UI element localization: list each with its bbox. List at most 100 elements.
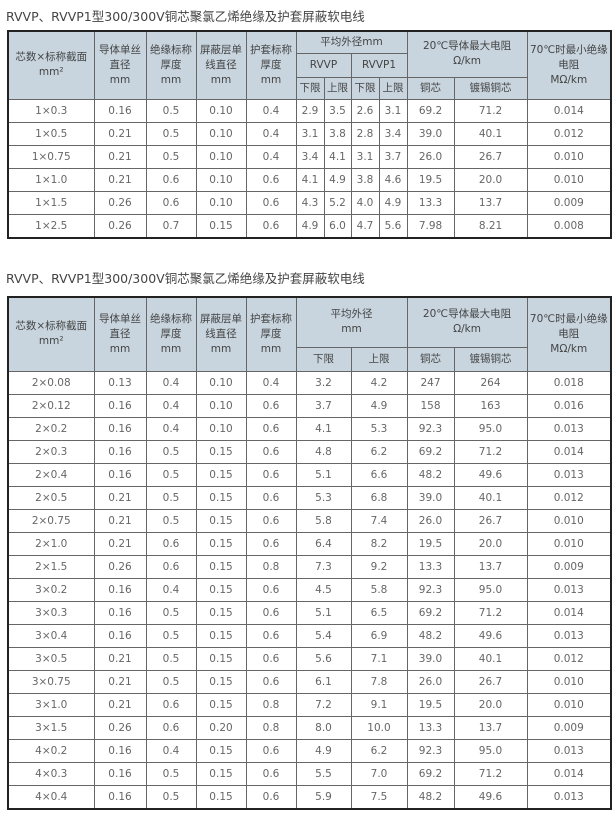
table-cell: 5.1 [295, 600, 352, 625]
table-cell: 0.6 [245, 393, 297, 418]
table-cell: 4.1 [295, 416, 352, 441]
table-cell: 158 [406, 393, 455, 418]
table1-title: RVVP、RVVP1型300/300V铜芯聚氯乙烯绝缘及护套屏蔽软电线 [6, 9, 365, 24]
table-cell: 2×0.3 [7, 439, 95, 464]
table-cell: 0.018 [526, 370, 612, 395]
table-cell: 1×2.5 [7, 213, 95, 238]
table-cell: 2×0.4 [7, 462, 95, 487]
table-cell: 0.4 [145, 370, 197, 395]
table-cell: 0.4 [145, 416, 197, 441]
table-cell: 0.16 [93, 577, 147, 602]
table-cell: 0.4 [145, 738, 197, 763]
table-cell: 264 [453, 370, 528, 395]
table-cell: 0.5 [145, 439, 197, 464]
table-cell: 7.2 [295, 692, 352, 717]
table-cell: 3×0.75 [7, 669, 95, 694]
table-cell: 2×0.75 [7, 508, 95, 533]
header-lower: 下限 [295, 76, 325, 100]
table-cell: 92.3 [406, 416, 455, 441]
table-cell: 6.4 [295, 531, 352, 556]
table-cell: 39.0 [406, 121, 455, 146]
table-row: 2×1.0 0.21 0.6 0.15 0.6 6.4 8.2 19.5 20.0 0.010 [7, 531, 612, 556]
header-sheath: 护套标称厚度 mm [245, 30, 297, 100]
table-cell: 0.013 [526, 416, 612, 441]
table-cell: 0.6 [145, 692, 197, 717]
header-core: 芯数×标称截面 mm² [7, 30, 95, 100]
table-cell: 3×0.5 [7, 646, 95, 671]
table-row: 2×0.75 0.21 0.5 0.15 0.6 5.8 7.4 26.0 26.7 0.010 [7, 508, 612, 533]
spec-table-1: 芯数×标称截面 mm² 导体单丝直径 mm 绝缘标称厚度 mm 屏蔽层单线直径 mm 护… [7, 30, 613, 239]
table-cell: 95.0 [453, 738, 528, 763]
table-cell: 0.15 [195, 554, 247, 579]
header-rvvp: RVVP [295, 52, 352, 78]
table-cell: 0.013 [526, 623, 612, 648]
table-cell: 20.0 [453, 692, 528, 717]
table-cell: 4.9 [323, 167, 352, 192]
table-cell: 5.8 [350, 577, 408, 602]
table-row: 2×0.3 0.16 0.5 0.15 0.6 4.8 6.2 69.2 71.2 0.014 [7, 439, 612, 464]
table-cell: 0.6 [245, 600, 297, 625]
table-row: 2×0.12 0.16 0.4 0.10 0.6 3.7 4.9 158 163 0.016 [7, 393, 612, 418]
table-cell: 13.3 [406, 190, 455, 215]
table-cell: 0.012 [526, 121, 612, 146]
table-cell: 40.1 [453, 646, 528, 671]
table-cell: 0.5 [145, 144, 197, 169]
table-cell: 247 [406, 370, 455, 395]
table-cell: 8.2 [350, 531, 408, 556]
table-cell: 3.5 [323, 98, 352, 123]
table-cell: 0.6 [245, 508, 297, 533]
table-cell: 13.3 [406, 554, 455, 579]
table-cell: 0.6 [145, 554, 197, 579]
table-cell: 0.5 [145, 784, 197, 809]
table-cell: 0.21 [93, 531, 147, 556]
table-cell: 0.15 [195, 213, 247, 238]
header-upper: 上限 [323, 76, 352, 100]
table-row: 3×0.75 0.21 0.5 0.15 0.6 6.1 7.8 26.0 26.7 0.010 [7, 669, 612, 694]
table-cell: 0.21 [93, 508, 147, 533]
table-cell: 3.7 [295, 393, 352, 418]
table-cell: 0.21 [93, 121, 147, 146]
table-cell: 0.15 [195, 669, 247, 694]
header-sheath: 护套标称厚度 mm [245, 296, 297, 372]
table-cell: 2×1.0 [7, 531, 95, 556]
table-row: 2×0.4 0.16 0.5 0.15 0.6 5.1 6.6 48.2 49.6 0.013 [7, 462, 612, 487]
table-cell: 4×0.3 [7, 761, 95, 786]
table-cell: 0.6 [245, 738, 297, 763]
table-cell: 0.6 [145, 190, 197, 215]
header-lower: 下限 [295, 346, 352, 372]
table-cell: 2.9 [295, 98, 325, 123]
table-cell: 5.6 [295, 646, 352, 671]
table-cell: 92.3 [406, 738, 455, 763]
table-cell: 3.2 [295, 370, 352, 395]
table-cell: 0.15 [195, 462, 247, 487]
table-cell: 0.5 [145, 623, 197, 648]
table-cell: 0.013 [526, 577, 612, 602]
table-cell: 2.8 [350, 121, 380, 146]
table-cell: 3.1 [378, 98, 408, 123]
table-cell: 0.10 [195, 393, 247, 418]
table-cell: 0.010 [526, 531, 612, 556]
table-cell: 48.2 [406, 784, 455, 809]
table-cell: 0.21 [93, 692, 147, 717]
table-cell: 0.15 [195, 646, 247, 671]
table-cell: 4.9 [350, 393, 408, 418]
table-cell: 0.010 [526, 669, 612, 694]
table-cell: 0.15 [195, 531, 247, 556]
table-cell: 8.0 [295, 715, 352, 740]
table-cell: 0.5 [145, 98, 197, 123]
table-cell: 0.5 [145, 508, 197, 533]
table-cell: 0.10 [195, 144, 247, 169]
table-cell: 0.21 [93, 669, 147, 694]
table-row: 1×2.5 0.26 0.7 0.15 0.6 4.9 6.0 4.7 5.6 7.98 8.21 0… [7, 213, 612, 238]
table-cell: 8.21 [453, 213, 528, 238]
table-cell: 0.5 [145, 600, 197, 625]
table-cell: 0.6 [245, 646, 297, 671]
header-tinned-copper: 镀锡铜芯 [453, 76, 528, 100]
table-cell: 26.0 [406, 669, 455, 694]
table-cell: 163 [453, 393, 528, 418]
table-cell: 48.2 [406, 623, 455, 648]
table-cell: 0.21 [93, 485, 147, 510]
table-cell: 0.26 [93, 554, 147, 579]
header-insulation: 绝缘标称厚度 mm [145, 30, 197, 100]
